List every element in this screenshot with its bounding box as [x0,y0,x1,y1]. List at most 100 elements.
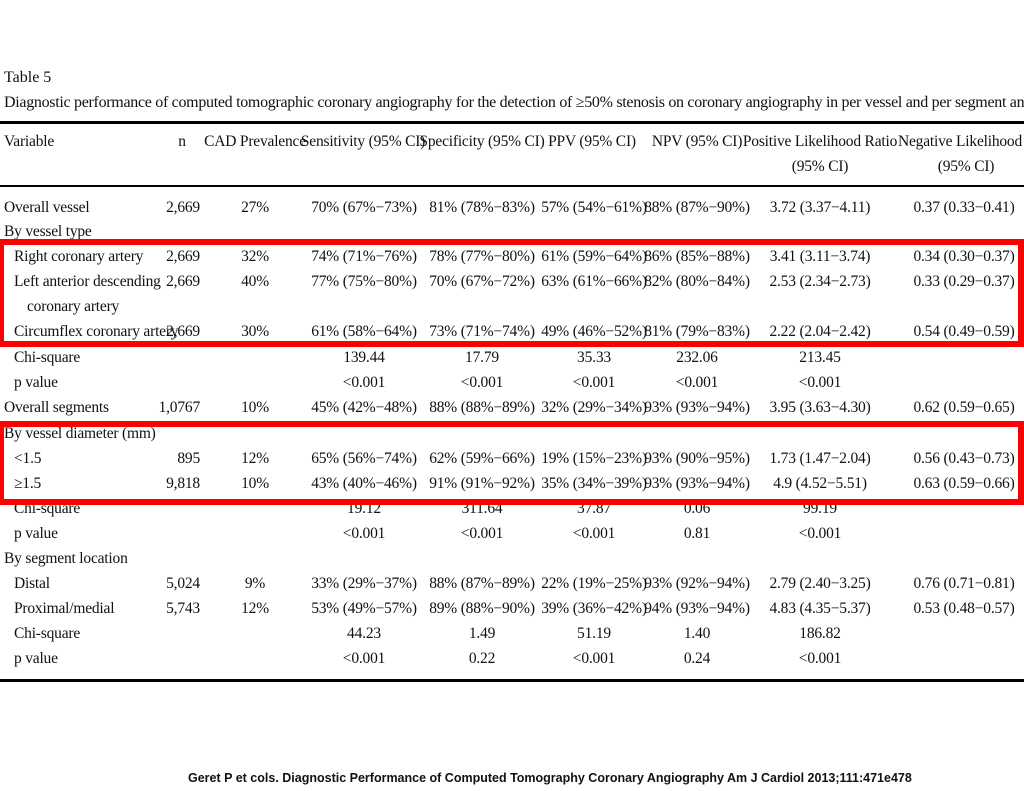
cell-negative-lr: 0.76 (0.71−0.81) [913,575,1015,592]
header-n: n [178,133,186,150]
cell-sensitivity: <0.001 [342,650,386,667]
cell-ppv: <0.001 [572,374,616,391]
cell-cad-prevalence: 30% [241,323,269,340]
cell-ppv: 35% (34%−39%) [541,475,647,492]
cell-positive-lr: 4.9 (4.52−5.51) [773,475,867,492]
cell-variable: By vessel diameter (mm) [4,425,156,442]
cell-specificity: 17.79 [465,349,499,366]
cell-n: 895 [177,450,200,467]
cell-sensitivity: 65% (56%−74%) [311,450,417,467]
cell-variable: Distal [14,575,50,592]
cell-negative-lr: 0.54 (0.49−0.59) [913,323,1015,340]
cell-variable: Overall vessel [4,199,90,216]
cell-variable: By vessel type [4,223,92,240]
cell-npv: 82% (80%−84%) [644,273,750,290]
cell-n: 5,743 [166,600,200,617]
cell-specificity: 0.22 [468,650,496,667]
cell-ppv: 35.33 [577,349,611,366]
citation: Geret P et cols. Diagnostic Performance … [188,771,912,785]
cell-variable: coronary artery [27,298,120,315]
cell-n: 5,024 [166,575,200,592]
cell-specificity: 89% (88%−90%) [429,600,535,617]
cell-positive-lr: 3.41 (3.11−3.74) [769,248,871,265]
highlight-box-vessel-type [0,239,1024,347]
cell-n: 2,669 [166,248,200,265]
cell-ppv: 63% (61%−66%) [541,273,647,290]
cell-cad-prevalence: 12% [241,600,269,617]
cell-variable: Right coronary artery [14,248,144,265]
cell-sensitivity: 70% (67%−73%) [311,199,417,216]
highlight-box-vessel-diameter [0,421,1024,505]
cell-variable: Left anterior descending [14,273,161,290]
cell-sensitivity: 43% (40%−46%) [311,475,417,492]
cell-variable: p value [14,374,58,391]
cell-npv: 93% (93%−94%) [644,475,750,492]
cell-npv: 81% (79%−83%) [644,323,750,340]
table-bottom-rule [0,679,1024,682]
cell-negative-lr: 0.53 (0.48−0.57) [913,600,1015,617]
header-npv: NPV (95% CI) [651,133,743,150]
cell-positive-lr: 3.72 (3.37−4.11) [769,199,871,216]
cell-sensitivity: 77% (75%−80%) [311,273,417,290]
cell-variable: Circumflex coronary artery [14,323,179,340]
cell-ppv: 49% (46%−52%) [541,323,647,340]
cell-ppv: 51.19 [577,625,611,642]
cell-sensitivity: 45% (42%−48%) [311,399,417,416]
cell-specificity: 1.49 [468,625,496,642]
cell-ppv: 57% (54%−61%) [541,199,647,216]
header-positive-lr: Positive Likelihood Ratio [742,133,898,150]
cell-positive-lr: <0.001 [798,374,842,391]
header-variable: Variable [4,133,55,150]
cell-npv: 88% (87%−90%) [644,199,750,216]
cell-n: 9,818 [166,475,200,492]
cell-sensitivity: 44.23 [347,625,381,642]
cell-positive-lr: 2.79 (2.40−3.25) [769,575,871,592]
cell-ppv: 22% (19%−25%) [541,575,647,592]
cell-positive-lr: 186.82 [799,625,841,642]
cell-npv: 93% (93%−94%) [644,399,750,416]
cell-variable: ≥1.5 [14,475,42,492]
cell-variable: Proximal/medial [14,600,115,617]
header-cad-prevalence: CAD Prevalence [204,133,306,150]
cell-specificity: 88% (88%−89%) [429,399,535,416]
cell-ppv: 32% (29%−34%) [541,399,647,416]
cell-specificity: <0.001 [460,374,504,391]
cell-positive-lr: 2.22 (2.04−2.42) [769,323,871,340]
cell-negative-lr: 0.56 (0.43−0.73) [913,450,1015,467]
table-title: Table 5 [4,69,52,86]
cell-cad-prevalence: 9% [244,575,266,592]
header-sensitivity: Sensitivity (95% CI) [300,133,426,150]
cell-positive-lr: 213.45 [799,349,841,366]
cell-ppv: <0.001 [572,525,616,542]
cell-n: 2,669 [166,273,200,290]
cell-cad-prevalence: 40% [241,273,269,290]
cell-variable: Chi-square [14,349,81,366]
cell-positive-lr: 1.73 (1.47−2.04) [769,450,871,467]
cell-cad-prevalence: 32% [241,248,269,265]
cell-sensitivity: <0.001 [342,374,386,391]
cell-variable: p value [14,650,58,667]
cell-negative-lr: 0.34 (0.30−0.37) [913,248,1015,265]
cell-ppv: 39% (36%−42%) [541,600,647,617]
header-negative-lr: Negative Likelihood Ratio [898,133,1024,150]
header-ppv: PPV (95% CI) [548,133,636,150]
cell-npv: 0.24 [683,650,711,667]
cell-cad-prevalence: 12% [241,450,269,467]
cell-n: 2,669 [166,323,200,340]
cell-sensitivity: 139.44 [343,349,385,366]
cell-variable: p value [14,525,58,542]
cell-sensitivity: 53% (49%−57%) [311,600,417,617]
cell-specificity: 81% (78%−83%) [429,199,535,216]
cell-cad-prevalence: 10% [241,475,269,492]
cell-positive-lr: 4.83 (4.35−5.37) [769,600,871,617]
cell-variable: <1.5 [14,450,42,467]
cell-specificity: 91% (91%−92%) [429,475,535,492]
cell-cad-prevalence: 10% [241,399,269,416]
cell-variable: By segment location [4,550,128,567]
cell-npv: 0.81 [683,525,711,542]
cell-sensitivity: 61% (58%−64%) [311,323,417,340]
cell-negative-lr: 0.37 (0.33−0.41) [913,199,1015,216]
header-negative-lr-ci: (95% CI) [937,158,995,175]
cell-n: 1,0767 [158,399,201,416]
cell-specificity: 78% (77%−80%) [429,248,535,265]
